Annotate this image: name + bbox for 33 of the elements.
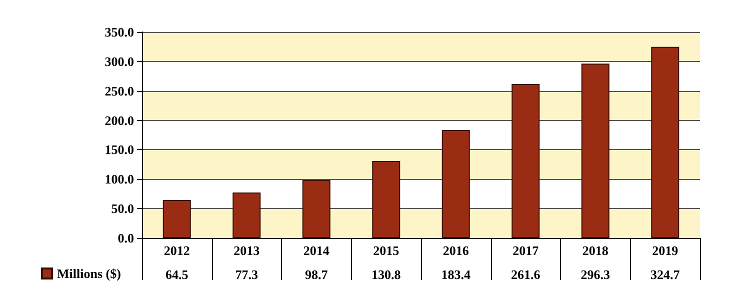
data-label: 296.3 [580, 267, 610, 282]
data-label: 98.7 [305, 267, 328, 282]
bar [232, 192, 261, 238]
x-tick-label: 2012 [164, 243, 190, 258]
data-label: 324.7 [650, 267, 680, 282]
y-tick-label: 50.0 [111, 201, 134, 216]
data-label: 130.8 [372, 267, 402, 282]
bar [651, 46, 680, 238]
x-tick-label: 2019 [652, 243, 679, 258]
bar [162, 200, 191, 238]
bar [372, 161, 400, 238]
data-label: 77.3 [235, 267, 258, 282]
bar [442, 130, 470, 238]
bar [302, 180, 330, 238]
y-tick-label: 100.0 [104, 172, 134, 187]
bar [512, 84, 540, 238]
x-tick-label: 2013 [234, 243, 260, 258]
x-tick-label: 2017 [512, 243, 540, 258]
x-tick-label: 2016 [442, 243, 470, 258]
x-tick-label: 2014 [303, 243, 330, 258]
y-tick-label: 300.0 [104, 54, 134, 69]
y-tick-label: 350.0 [104, 24, 134, 40]
y-tick-label: 0.0 [118, 230, 134, 246]
y-tick-label: 150.0 [104, 142, 134, 158]
y-tick-label: 250.0 [104, 83, 134, 98]
data-label: 64.5 [166, 267, 189, 282]
bar [581, 64, 610, 238]
legend-label: Millions ($) [57, 266, 121, 281]
data-label: 183.4 [441, 267, 471, 282]
y-tick-label: 200.0 [104, 112, 134, 128]
x-tick-label: 2018 [582, 243, 609, 258]
data-label: 261.6 [511, 267, 541, 282]
x-tick-label: 2015 [373, 243, 400, 258]
